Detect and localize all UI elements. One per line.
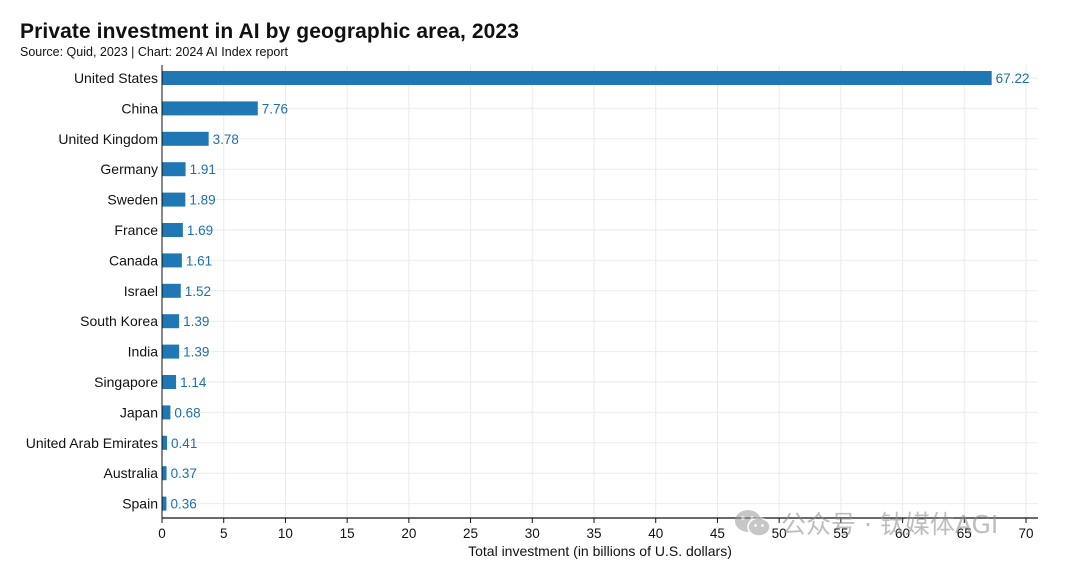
bar (162, 162, 186, 177)
bar (162, 344, 180, 359)
category-label: China (121, 100, 158, 116)
category-label: United Arab Emirates (26, 435, 158, 451)
category-label: India (128, 344, 159, 360)
x-tick-label: 15 (340, 526, 355, 541)
chart-subtitle: Source: Quid, 2023 | Chart: 2024 AI Inde… (20, 45, 288, 59)
category-label: Australia (104, 465, 159, 481)
data-label: 1.89 (189, 193, 215, 208)
category-label: Spain (122, 496, 158, 512)
x-tick-label: 65 (957, 526, 972, 541)
category-label: Japan (120, 404, 158, 420)
bar (162, 101, 258, 116)
x-tick-label: 70 (1018, 526, 1033, 541)
data-label: 0.37 (171, 466, 197, 481)
data-label: 0.68 (174, 405, 200, 420)
bar (162, 71, 992, 85)
bar (162, 435, 168, 450)
category-label: Germany (100, 161, 158, 177)
category-label: United States (74, 70, 158, 86)
x-tick-label: 30 (525, 526, 540, 541)
wechat-icon (735, 510, 771, 537)
data-label: 67.22 (996, 71, 1030, 86)
bar (162, 283, 181, 298)
data-label: 0.41 (171, 436, 197, 451)
x-tick-label: 10 (278, 526, 293, 541)
bar (162, 496, 167, 511)
watermark-text: 公众号 · 钛媒体AGI (781, 510, 999, 539)
category-label: United Kingdom (58, 131, 158, 147)
data-label: 0.36 (170, 497, 196, 512)
bar (162, 253, 182, 268)
data-label: 1.61 (186, 253, 212, 268)
x-axis-title: Total investment (in billions of U.S. do… (468, 543, 732, 559)
x-tick-label: 25 (463, 526, 478, 541)
x-tick-label: 55 (833, 526, 848, 541)
category-label: France (114, 222, 158, 238)
data-label: 1.91 (190, 162, 216, 177)
x-tick-label: 20 (401, 526, 416, 541)
x-tick-label: 50 (772, 526, 787, 541)
data-label: 1.69 (187, 223, 213, 238)
x-tick-label: 35 (586, 526, 601, 541)
bar (162, 131, 209, 146)
bar (162, 314, 180, 329)
bar (162, 405, 171, 420)
x-tick-label: 45 (710, 526, 725, 541)
category-label: Sweden (107, 192, 158, 208)
data-label: 3.78 (213, 132, 239, 147)
bar (162, 375, 177, 389)
data-label: 7.76 (262, 101, 288, 116)
category-label: Israel (124, 283, 158, 299)
x-tick-label: 0 (158, 526, 166, 541)
category-label: South Korea (80, 313, 158, 329)
category-label: Singapore (94, 374, 158, 390)
x-tick-label: 5 (220, 526, 228, 541)
data-label: 1.14 (180, 375, 207, 390)
x-tick-label: 40 (648, 526, 663, 541)
category-label: Canada (109, 252, 158, 268)
bar (162, 223, 183, 237)
data-label: 1.39 (183, 345, 209, 360)
x-tick-label: 60 (895, 526, 910, 541)
bar (162, 466, 167, 481)
chart-title: Private investment in AI by geographic a… (20, 20, 519, 43)
data-label: 1.39 (183, 314, 209, 329)
watermark: 公众号 · 钛媒体AGI (733, 505, 998, 541)
bar (162, 192, 186, 207)
data-label: 1.52 (185, 284, 211, 299)
